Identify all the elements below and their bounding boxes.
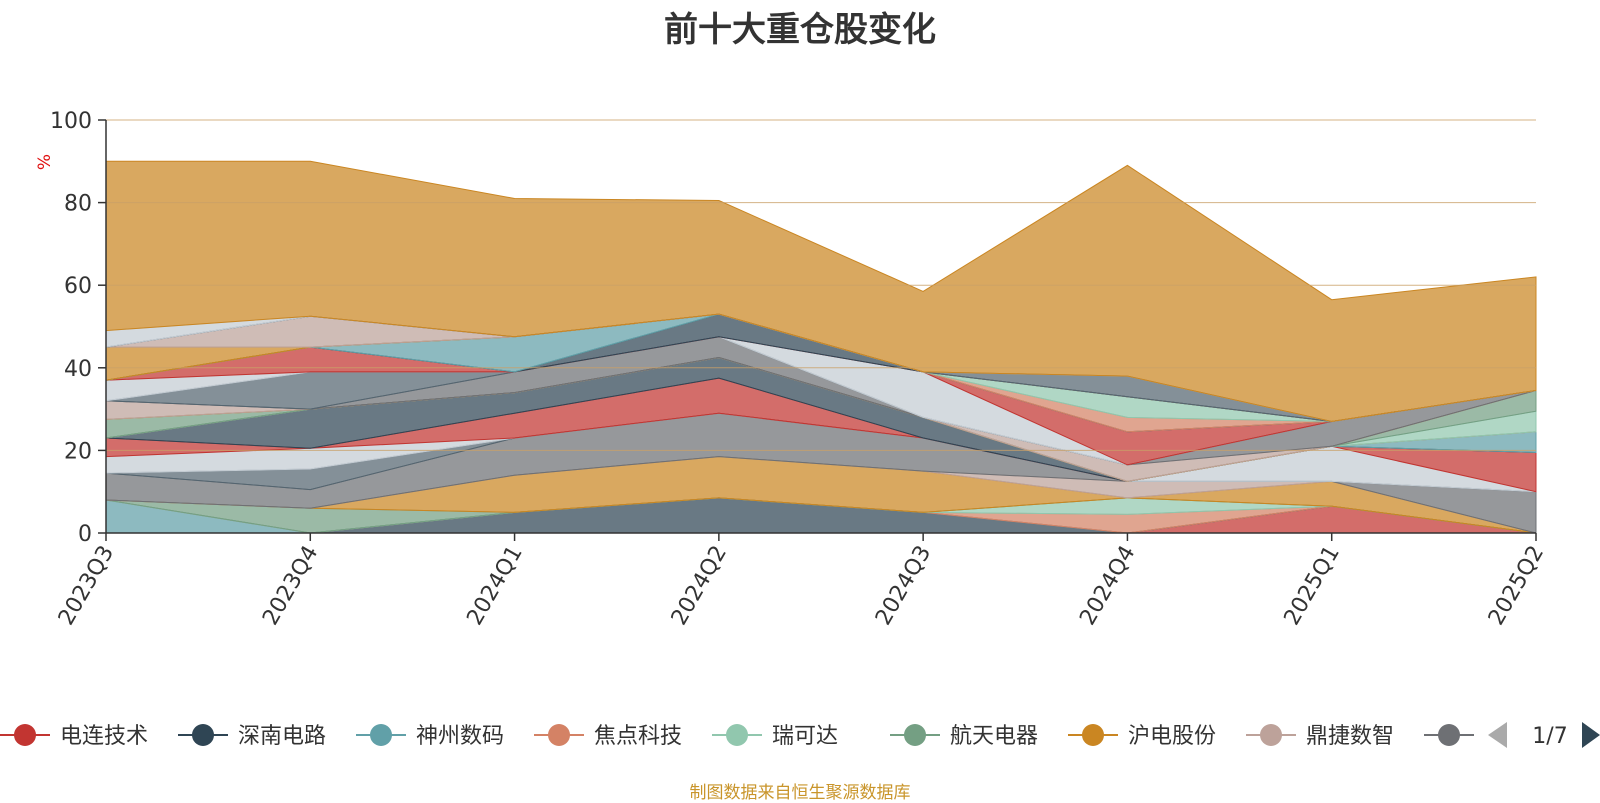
legend-marker-icon bbox=[192, 724, 214, 746]
y-tick-label: 100 bbox=[50, 109, 92, 134]
legend-label: 航天电器 bbox=[950, 724, 1038, 749]
x-tick-label: 2023Q3 bbox=[54, 542, 119, 630]
legend-item[interactable]: 航天电器 bbox=[890, 724, 1038, 749]
x-tick-label: 2024Q4 bbox=[1075, 542, 1140, 630]
legend-page-indicator: 1/7 bbox=[1532, 724, 1567, 749]
legend-label: 沪电股份 bbox=[1128, 724, 1216, 749]
y-tick-label: 0 bbox=[78, 522, 92, 547]
legend-items: 电连技术 深南电路 神州数码 焦点科技 瑞可达 航天电器 沪电股份 鼎捷数智 领益智造 bbox=[0, 724, 1572, 749]
x-tick-label: 2024Q1 bbox=[462, 542, 527, 630]
legend-marker-icon bbox=[1260, 724, 1282, 746]
legend-label: 焦点科技 bbox=[594, 724, 682, 749]
legend-marker-icon bbox=[1438, 724, 1460, 746]
legend-label: 鼎捷数智 bbox=[1306, 724, 1394, 749]
x-tick-label: 2024Q3 bbox=[871, 542, 936, 630]
legend-item[interactable]: 焦点科技 bbox=[534, 724, 682, 749]
legend-item[interactable]: 瑞可达 bbox=[712, 724, 838, 749]
series-area-33 bbox=[105, 160, 1537, 423]
x-tick-label: 2024Q2 bbox=[667, 542, 732, 630]
triangle-right-icon[interactable] bbox=[1582, 722, 1600, 748]
legend-label: 深南电路 bbox=[238, 724, 326, 749]
legend-item[interactable]: 深南电路 bbox=[178, 724, 326, 749]
legend-label: 神州数码 bbox=[416, 724, 504, 749]
triangle-left-icon[interactable] bbox=[1488, 722, 1507, 748]
y-axis-label: % bbox=[35, 154, 55, 170]
legend-item[interactable]: 沪电股份 bbox=[1068, 724, 1216, 749]
legend-marker-icon bbox=[548, 724, 570, 746]
series-areas bbox=[105, 160, 1537, 534]
legend-item[interactable]: 电连技术 bbox=[0, 724, 148, 749]
legend-marker-icon bbox=[904, 724, 926, 746]
legend-item[interactable]: 神州数码 bbox=[356, 724, 504, 749]
x-tick-label: 2025Q1 bbox=[1280, 542, 1345, 630]
source-note: 制图数据来自恒生聚源数据库 bbox=[689, 783, 911, 803]
legend-label: 电连技术 bbox=[60, 724, 148, 749]
legend-marker-icon bbox=[370, 724, 392, 746]
legend-item[interactable]: 鼎捷数智 bbox=[1246, 724, 1394, 749]
chart-title: 前十大重仓股变化 bbox=[664, 10, 936, 50]
legend-item[interactable]: 领益智造 bbox=[1424, 724, 1572, 749]
y-tick-label: 20 bbox=[64, 439, 92, 464]
legend-marker-icon bbox=[1082, 724, 1104, 746]
y-tick-label: 80 bbox=[64, 192, 92, 217]
legend-marker-icon bbox=[14, 724, 36, 746]
x-tick-label: 2025Q2 bbox=[1484, 542, 1549, 630]
legend-label: 瑞可达 bbox=[772, 724, 838, 749]
x-tick-label: 2023Q4 bbox=[258, 542, 323, 630]
y-tick-label: 40 bbox=[64, 357, 92, 382]
legend-marker-icon bbox=[726, 724, 748, 746]
y-tick-label: 60 bbox=[64, 274, 92, 299]
